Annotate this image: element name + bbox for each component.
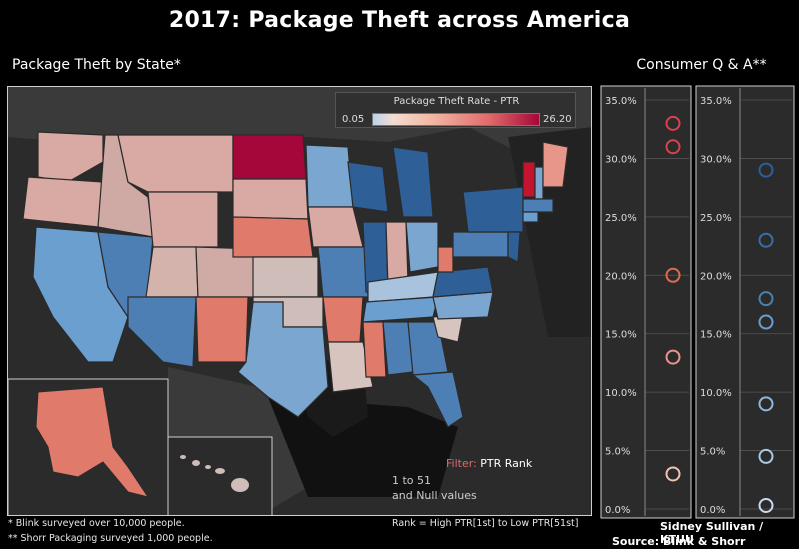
y-tick-label: 35.0% (605, 96, 637, 107)
y-tick-label: 15.0% (700, 330, 732, 341)
page-title: 2017: Package Theft across America (168, 8, 631, 33)
state-oregon (22, 176, 104, 228)
consumer-qa-chart[interactable]: 0.0% 5.0% 10.0% 15.0% 20.0% 25.0% 30.0% 35.0% 0… (596, 84, 796, 520)
state-west-virginia (437, 246, 454, 273)
state-washington (37, 131, 104, 183)
state-wisconsin (347, 161, 389, 213)
state-south-dakota (232, 178, 309, 220)
state-iowa (307, 206, 364, 248)
color-legend: Package Theft Rate - PTR 0.05 26.20 (335, 92, 576, 128)
y-tick-label: 30.0% (700, 154, 732, 165)
y-tick-label: 5.0% (700, 447, 725, 458)
filter-label[interactable]: Filter: PTR Rank (446, 457, 532, 470)
state-texas (237, 301, 329, 418)
data-point[interactable] (758, 497, 774, 513)
y-tick-label: 30.0% (605, 154, 637, 165)
state-mississippi (362, 321, 387, 378)
source: Source: Blink & Shorr Packaging (612, 535, 746, 549)
data-point[interactable] (758, 314, 774, 330)
qa-panel-background (600, 85, 692, 519)
state-utah (145, 246, 199, 298)
state-arizona (127, 296, 197, 368)
us-map[interactable] (8, 87, 592, 516)
map-panel[interactable] (7, 86, 592, 516)
data-point[interactable] (665, 139, 681, 155)
filter-key: Filter: (446, 457, 477, 470)
state-north-dakota (232, 134, 307, 180)
legend-min: 0.05 (342, 114, 365, 125)
state-louisiana (327, 341, 374, 393)
data-point[interactable] (665, 466, 681, 482)
data-point[interactable] (758, 396, 774, 412)
y-tick-label: 15.0% (605, 330, 637, 341)
footnote-shorr: ** Shorr Packaging surveyed 1,000 people… (8, 533, 213, 544)
qa-panel-background (695, 85, 795, 519)
qa-title: Consumer Q & A** (636, 57, 767, 73)
state-maine (542, 141, 569, 188)
hawaii-inset (167, 436, 273, 515)
state-missouri (317, 246, 369, 298)
state-kansas (252, 256, 319, 298)
legend-max: 26.20 (543, 114, 572, 125)
filter-range-line2[interactable]: and Null values (392, 489, 477, 502)
filter-value: PTR Rank (480, 457, 533, 470)
state-massachusetts (522, 198, 554, 213)
footnote-blink: * Blink surveyed over 10,000 people. (8, 518, 185, 529)
state-michigan (392, 146, 434, 218)
filter-range-line1[interactable]: 1 to 51 (392, 474, 432, 487)
data-point[interactable] (758, 232, 774, 248)
state-vermont (522, 161, 536, 198)
data-point[interactable] (665, 115, 681, 131)
y-tick-label: 20.0% (605, 271, 637, 282)
y-tick-label: 35.0% (700, 96, 732, 107)
credit: Sidney Sullivan / KTUU (660, 520, 764, 546)
state-new-mexico (195, 296, 249, 363)
y-tick-label: 0.0% (605, 505, 630, 516)
legend-gradient (372, 113, 540, 126)
rank-note: Rank = High PTR[1st] to Low PTR[51st] (392, 518, 579, 529)
y-tick-label: 25.0% (700, 213, 732, 224)
state-minnesota (305, 144, 354, 208)
state-florida (411, 371, 464, 428)
data-point[interactable] (665, 349, 681, 365)
y-tick-label: 10.0% (605, 388, 637, 399)
qa-panel-left: 0.0% 5.0% 10.0% 15.0% 20.0% 25.0% 30.0% 35.0% (600, 85, 692, 519)
y-tick-label: 20.0% (700, 271, 732, 282)
data-point[interactable] (758, 291, 774, 307)
y-tick-label: 25.0% (605, 213, 637, 224)
state-new-york (462, 186, 524, 233)
qa-panel-right: 0.0% 5.0% 10.0% 15.0% 20.0% 25.0% 30.0% 35.0% (695, 85, 795, 519)
state-arkansas (322, 296, 364, 343)
data-point[interactable] (758, 448, 774, 464)
state-virginia (432, 266, 494, 298)
legend-title: Package Theft Rate - PTR (393, 96, 520, 107)
data-point[interactable] (665, 267, 681, 283)
state-alaska (35, 386, 150, 498)
map-title: Package Theft by State* (12, 57, 181, 73)
state-ohio (405, 221, 439, 273)
y-tick-label: 0.0% (700, 505, 725, 516)
y-tick-label: 10.0% (700, 388, 732, 399)
state-new-hampshire (534, 166, 544, 200)
state-new-jersey (507, 231, 521, 263)
y-tick-label: 5.0% (605, 447, 630, 458)
state-wyoming (147, 191, 219, 248)
data-point[interactable] (758, 162, 774, 178)
state-hawaii (180, 455, 249, 492)
state-montana (117, 134, 234, 193)
state-nebraska (232, 216, 314, 258)
state-connecticut (522, 211, 539, 223)
state-pennsylvania (452, 231, 509, 258)
